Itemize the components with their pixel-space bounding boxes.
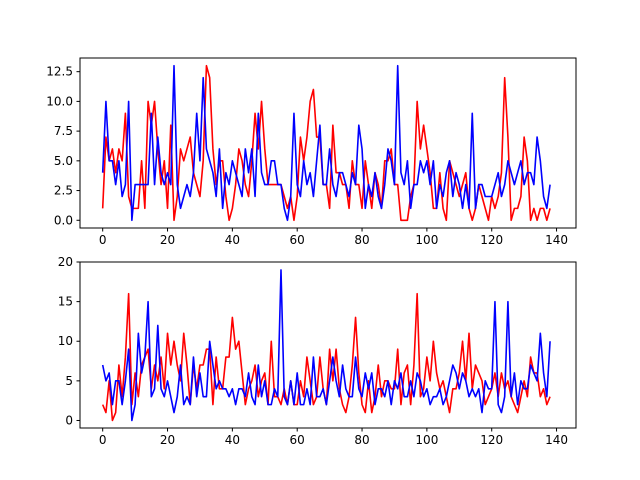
y-tick-label: 2.5 — [54, 184, 73, 198]
y-tick-label: 0 — [65, 413, 73, 427]
x-tick-label: 140 — [545, 233, 568, 247]
y-tick-label: 10.0 — [46, 94, 73, 108]
x-tick-label: 120 — [480, 433, 503, 447]
y-tick-label: 7.5 — [54, 124, 73, 138]
x-tick-label: 80 — [354, 233, 369, 247]
x-tick-label: 100 — [415, 433, 438, 447]
x-tick-label: 80 — [354, 433, 369, 447]
x-tick-label: 40 — [225, 433, 240, 447]
series-line-2 — [101, 269, 551, 422]
series-line-2 — [101, 64, 551, 222]
x-tick-label: 20 — [160, 233, 175, 247]
x-tick-label: 0 — [99, 233, 107, 247]
x-tick-label: 40 — [225, 233, 240, 247]
y-tick-label: 5 — [65, 374, 73, 388]
x-tick-label: 140 — [545, 433, 568, 447]
y-tick-label: 5.0 — [54, 154, 73, 168]
series-line-1 — [101, 64, 551, 222]
plot-frame — [79, 261, 577, 429]
y-tick-label: 10 — [58, 334, 73, 348]
y-tick-label: 12.5 — [46, 65, 73, 79]
x-tick-label: 0 — [99, 433, 107, 447]
subplot-top: 0 20 40 60 80 100 120 140 0.0 2.5 5.0 7.5 10.0 12.5 — [46, 57, 577, 247]
y-tick-label: 0.0 — [54, 213, 73, 227]
plot-frame — [79, 57, 577, 229]
y-tick-label: 20 — [58, 255, 73, 269]
x-tick-label: 120 — [480, 233, 503, 247]
x-tick-label: 60 — [290, 433, 305, 447]
x-tick-label: 60 — [290, 233, 305, 247]
x-tick-label: 100 — [415, 233, 438, 247]
y-tick-label: 15 — [58, 295, 73, 309]
subplot-bottom: 0 20 40 60 80 100 120 140 0 5 10 15 20 — [58, 255, 577, 447]
x-tick-label: 20 — [160, 433, 175, 447]
